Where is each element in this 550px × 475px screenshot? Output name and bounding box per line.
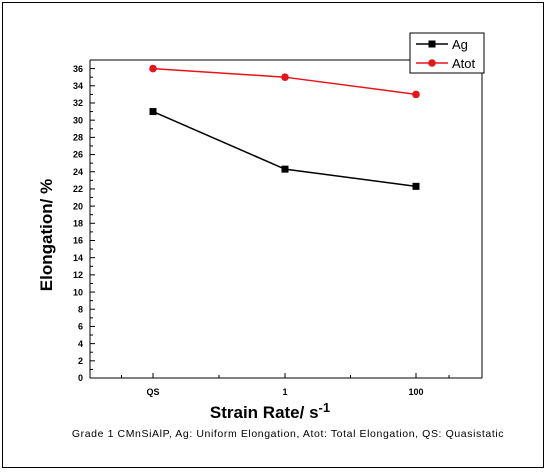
y-tick-label: 16 bbox=[73, 236, 83, 246]
y-tick-label: 6 bbox=[78, 322, 83, 332]
y-tick-label: 8 bbox=[78, 304, 83, 314]
y-tick-label: 0 bbox=[78, 373, 83, 383]
y-axis-title: Elongation/ % bbox=[37, 179, 56, 291]
y-tick-label: 4 bbox=[78, 339, 83, 349]
data-point-atot bbox=[149, 64, 157, 73]
y-tick-label: 22 bbox=[73, 184, 83, 194]
y-tick-label: 2 bbox=[78, 356, 83, 366]
x-tick-label: 1 bbox=[282, 387, 287, 397]
y-tick-label: 32 bbox=[73, 98, 83, 108]
data-point-ag bbox=[412, 182, 420, 190]
legend: Ag Atot bbox=[409, 32, 485, 74]
data-point-atot bbox=[281, 73, 289, 81]
y-tick-label: 36 bbox=[73, 64, 83, 74]
series-layer bbox=[149, 64, 420, 190]
x-axis-title-superscript: -1 bbox=[319, 400, 331, 415]
y-tick-label: 34 bbox=[73, 81, 83, 91]
figure-frame bbox=[2, 2, 544, 468]
y-tick-label: 20 bbox=[73, 201, 83, 211]
x-axis-title-main: Strain Rate/ s bbox=[210, 403, 319, 422]
series-line-atot bbox=[152, 67, 417, 96]
series-line-ag bbox=[152, 110, 417, 188]
y-tick-label: 12 bbox=[73, 270, 83, 280]
figure-caption: Grade 1 CMnSiAlP, Ag: Uniform Elongation… bbox=[72, 428, 504, 440]
y-tick-label: 30 bbox=[73, 115, 83, 125]
y-tick-label: 18 bbox=[73, 218, 83, 228]
data-point-ag bbox=[149, 108, 157, 116]
data-point-ag bbox=[281, 165, 289, 173]
axes bbox=[89, 59, 483, 379]
legend-marker-ag bbox=[428, 40, 436, 48]
x-tick-label: 100 bbox=[408, 387, 423, 397]
x-ticks: QS 1 100 bbox=[121, 373, 450, 397]
x-axis-title: Strain Rate/ s-1 bbox=[210, 400, 330, 422]
y-tick-label: 10 bbox=[73, 287, 83, 297]
y-tick-label: 24 bbox=[73, 167, 83, 177]
y-tick-label: 28 bbox=[73, 133, 83, 143]
y-tick-label: 26 bbox=[73, 150, 83, 160]
legend-label-atot: Atot bbox=[452, 56, 476, 71]
legend-label-ag: Ag bbox=[452, 37, 468, 52]
legend-marker-atot bbox=[428, 59, 436, 67]
data-point-atot bbox=[412, 90, 420, 99]
x-tick-label: QS bbox=[146, 387, 159, 397]
y-tick-label: 14 bbox=[73, 253, 83, 263]
legend-box bbox=[409, 32, 485, 74]
